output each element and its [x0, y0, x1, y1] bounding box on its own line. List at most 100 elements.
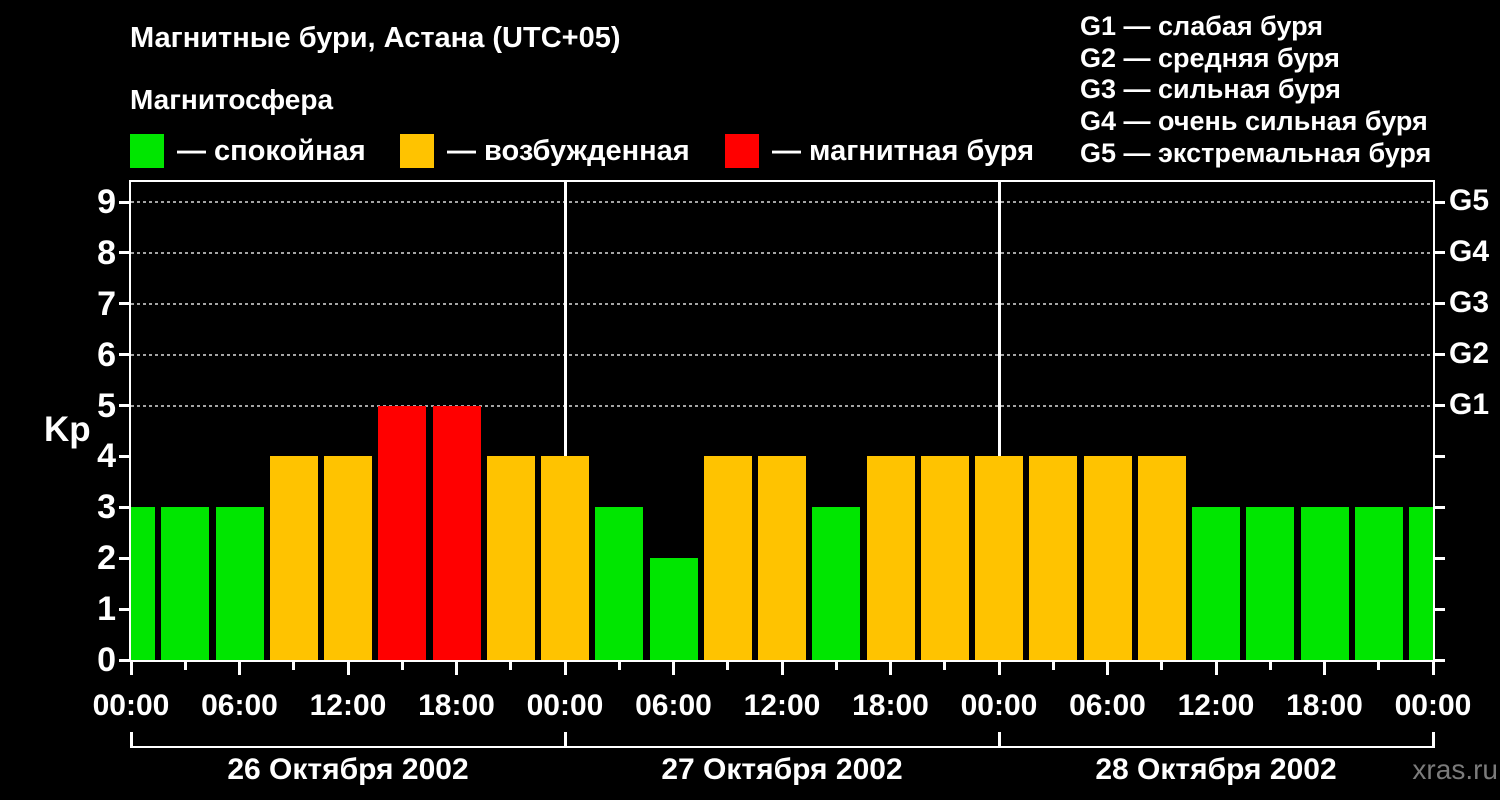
x-axis-tick: [129, 662, 133, 675]
x-axis-tick: [1214, 662, 1218, 675]
kp-bar: [595, 507, 644, 660]
x-axis-tick: [509, 662, 513, 670]
y-axis-tick-left: [119, 353, 131, 357]
legend-swatch-excited: [400, 134, 434, 168]
day-boundary-line: [563, 182, 567, 660]
kp-bar: [1354, 507, 1403, 660]
x-axis-tick: [563, 662, 567, 675]
y-axis-tick-right: [1433, 658, 1445, 662]
x-axis-tick: [726, 662, 730, 670]
x-axis-tick: [1268, 662, 1272, 670]
day-boundary-line: [997, 182, 1001, 660]
kp-bar: [1029, 456, 1078, 660]
x-axis-time-label: 18:00: [852, 689, 929, 722]
x-axis-time-label: 18:00: [418, 689, 495, 722]
right-axis-label-G4: G4: [1449, 234, 1490, 268]
y-axis-tick-right: [1433, 556, 1445, 560]
y-axis-tick-right: [1433, 302, 1445, 306]
kp-bar: [1137, 456, 1186, 660]
legend-label-quiet: — спокойная: [177, 135, 366, 167]
kp-bar: [131, 507, 155, 660]
y-axis-label-5: 5: [97, 386, 116, 425]
legend-label-excited: — возбужденная: [447, 135, 690, 167]
y-axis-tick-right: [1433, 251, 1445, 255]
kp-bar: [269, 456, 318, 660]
y-axis-label-0: 0: [97, 641, 116, 679]
y-axis-label-7: 7: [97, 284, 116, 323]
storm-scale-item-G1: G1 — слабая буря: [1080, 11, 1324, 41]
y-axis-label-9: 9: [97, 183, 116, 221]
x-axis-tick: [617, 662, 621, 670]
right-axis-label-G2: G2: [1449, 336, 1490, 370]
gridline-5: [131, 404, 1433, 407]
x-axis-tick: [400, 662, 404, 670]
legend-swatch-storm: [725, 134, 759, 168]
kp-bar: [378, 405, 427, 660]
x-axis-tick: [1051, 662, 1055, 670]
y-axis-tick-left: [119, 251, 131, 255]
right-axis-label-G1: G1: [1449, 387, 1490, 421]
y-axis-tick-left: [119, 556, 131, 560]
y-axis-tick-left: [119, 607, 131, 611]
right-axis-label-G3: G3: [1449, 285, 1490, 319]
kp-bar: [1409, 507, 1433, 660]
kp-bar: [812, 507, 861, 660]
date-label: 28 Октября 2002: [1095, 753, 1337, 786]
storm-scale-item-G4: G4 — очень сильная буря: [1080, 106, 1428, 137]
x-axis-tick: [889, 662, 892, 675]
x-axis-tick: [455, 662, 458, 675]
y-axis-tick-left: [119, 302, 131, 306]
x-axis-tick: [672, 662, 675, 675]
kp-bar: [324, 456, 372, 660]
y-axis-label-8: 8: [97, 233, 116, 272]
x-axis-tick: [1377, 662, 1381, 670]
date-axis-tick: [129, 732, 133, 748]
y-axis-tick-right: [1433, 505, 1445, 509]
date-axis-line: [131, 746, 1433, 748]
x-axis-tick: [997, 662, 1001, 675]
kp-bar: [161, 507, 210, 660]
x-axis-tick: [346, 662, 350, 675]
y-axis-tick-left: [119, 200, 131, 204]
x-axis-time-label: 12:00: [743, 689, 821, 722]
kp-bar: [866, 456, 915, 660]
x-axis-time-label: 00:00: [960, 689, 1038, 722]
kp-bar: [758, 456, 806, 660]
y-axis-tick-right: [1433, 200, 1445, 204]
right-axis-label-G5: G5: [1449, 184, 1490, 217]
storm-scale-item-G2: G2 — средняя буря: [1080, 42, 1340, 73]
y-axis-tick-right: [1433, 607, 1445, 611]
kp-bar: [1246, 507, 1295, 660]
x-axis-tick: [780, 662, 784, 675]
y-axis-tick-right: [1433, 404, 1445, 408]
y-axis-tick-left: [119, 404, 131, 408]
kp-bar: [703, 456, 752, 660]
kp-bar: [541, 456, 589, 660]
legend-label-storm: — магнитная буря: [772, 135, 1035, 167]
y-axis-tick-left: [119, 454, 131, 458]
x-axis-time-label: 00:00: [1394, 689, 1472, 722]
x-axis-tick: [183, 662, 187, 670]
y-axis-label-2: 2: [97, 539, 116, 578]
x-axis-time-label: 18:00: [1286, 689, 1363, 722]
legend-swatch-quiet: [130, 134, 164, 168]
x-axis-tick: [943, 662, 947, 670]
x-axis-time-label: 06:00: [635, 689, 712, 722]
y-axis-tick-right: [1433, 454, 1445, 458]
x-axis-time-label: 12:00: [309, 689, 387, 722]
kp-bar: [649, 558, 698, 660]
date-axis-tick: [997, 732, 1001, 748]
kp-bar: [215, 507, 264, 660]
kp-bar: [1300, 507, 1349, 660]
y-axis-label-4: 4: [97, 437, 116, 476]
y-axis-label-1: 1: [97, 590, 116, 629]
watermark: xras.ru: [1412, 754, 1498, 785]
gridline-7: [131, 302, 1433, 305]
y-axis-tick-left: [119, 658, 131, 662]
date-axis-tick: [563, 732, 567, 748]
y-axis-label-6: 6: [97, 335, 116, 374]
gridline-9: [131, 201, 1433, 203]
gridline-8: [131, 251, 1433, 254]
x-axis-tick: [834, 662, 838, 670]
